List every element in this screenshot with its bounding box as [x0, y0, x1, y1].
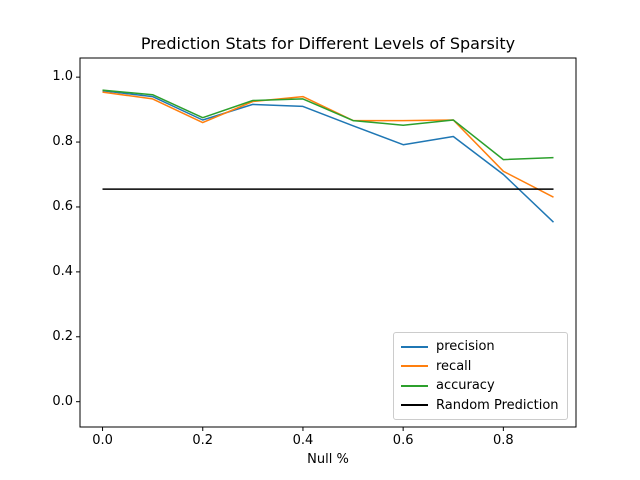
- legend-label: Random Prediction: [436, 397, 559, 413]
- y-tick-label: 0.6: [52, 198, 73, 214]
- x-axis-label: Null %: [307, 452, 349, 467]
- legend-line-sample: [401, 404, 428, 407]
- legend-label: precision: [436, 339, 495, 355]
- legend-item: recall: [401, 357, 560, 377]
- legend-label: recall: [436, 358, 472, 374]
- legend-line-sample: [401, 345, 428, 348]
- axes-frame: [79, 57, 577, 428]
- legend-line-sample: [401, 365, 428, 368]
- x-tick-label: 0.0: [92, 433, 113, 448]
- y-tick-label: 1.0: [52, 69, 73, 85]
- series-line-accuracy: [102, 89, 554, 161]
- y-tick-label: 0.8: [52, 134, 73, 150]
- y-tick-label: 0.2: [52, 328, 73, 344]
- x-tick-label: 0.2: [192, 433, 214, 448]
- x-tick-label: 0.8: [493, 433, 514, 448]
- y-tick-label: 0.0: [52, 393, 73, 409]
- chart-title: Prediction Stats for Different Levels of…: [140, 34, 516, 53]
- legend-item: Random Prediction: [401, 396, 560, 416]
- legend: precision recall accuracy Random Prediction: [393, 332, 568, 420]
- series-line-recall: [102, 91, 554, 198]
- x-tick-label: 0.6: [392, 433, 414, 448]
- legend-line-sample: [401, 384, 428, 387]
- y-tick-label: 0.4: [52, 263, 73, 279]
- legend-label: accuracy: [436, 378, 495, 394]
- series-line-precision: [102, 90, 555, 223]
- x-tick-label: 0.4: [292, 433, 314, 448]
- legend-item: precision: [401, 337, 560, 357]
- legend-item: accuracy: [401, 376, 560, 396]
